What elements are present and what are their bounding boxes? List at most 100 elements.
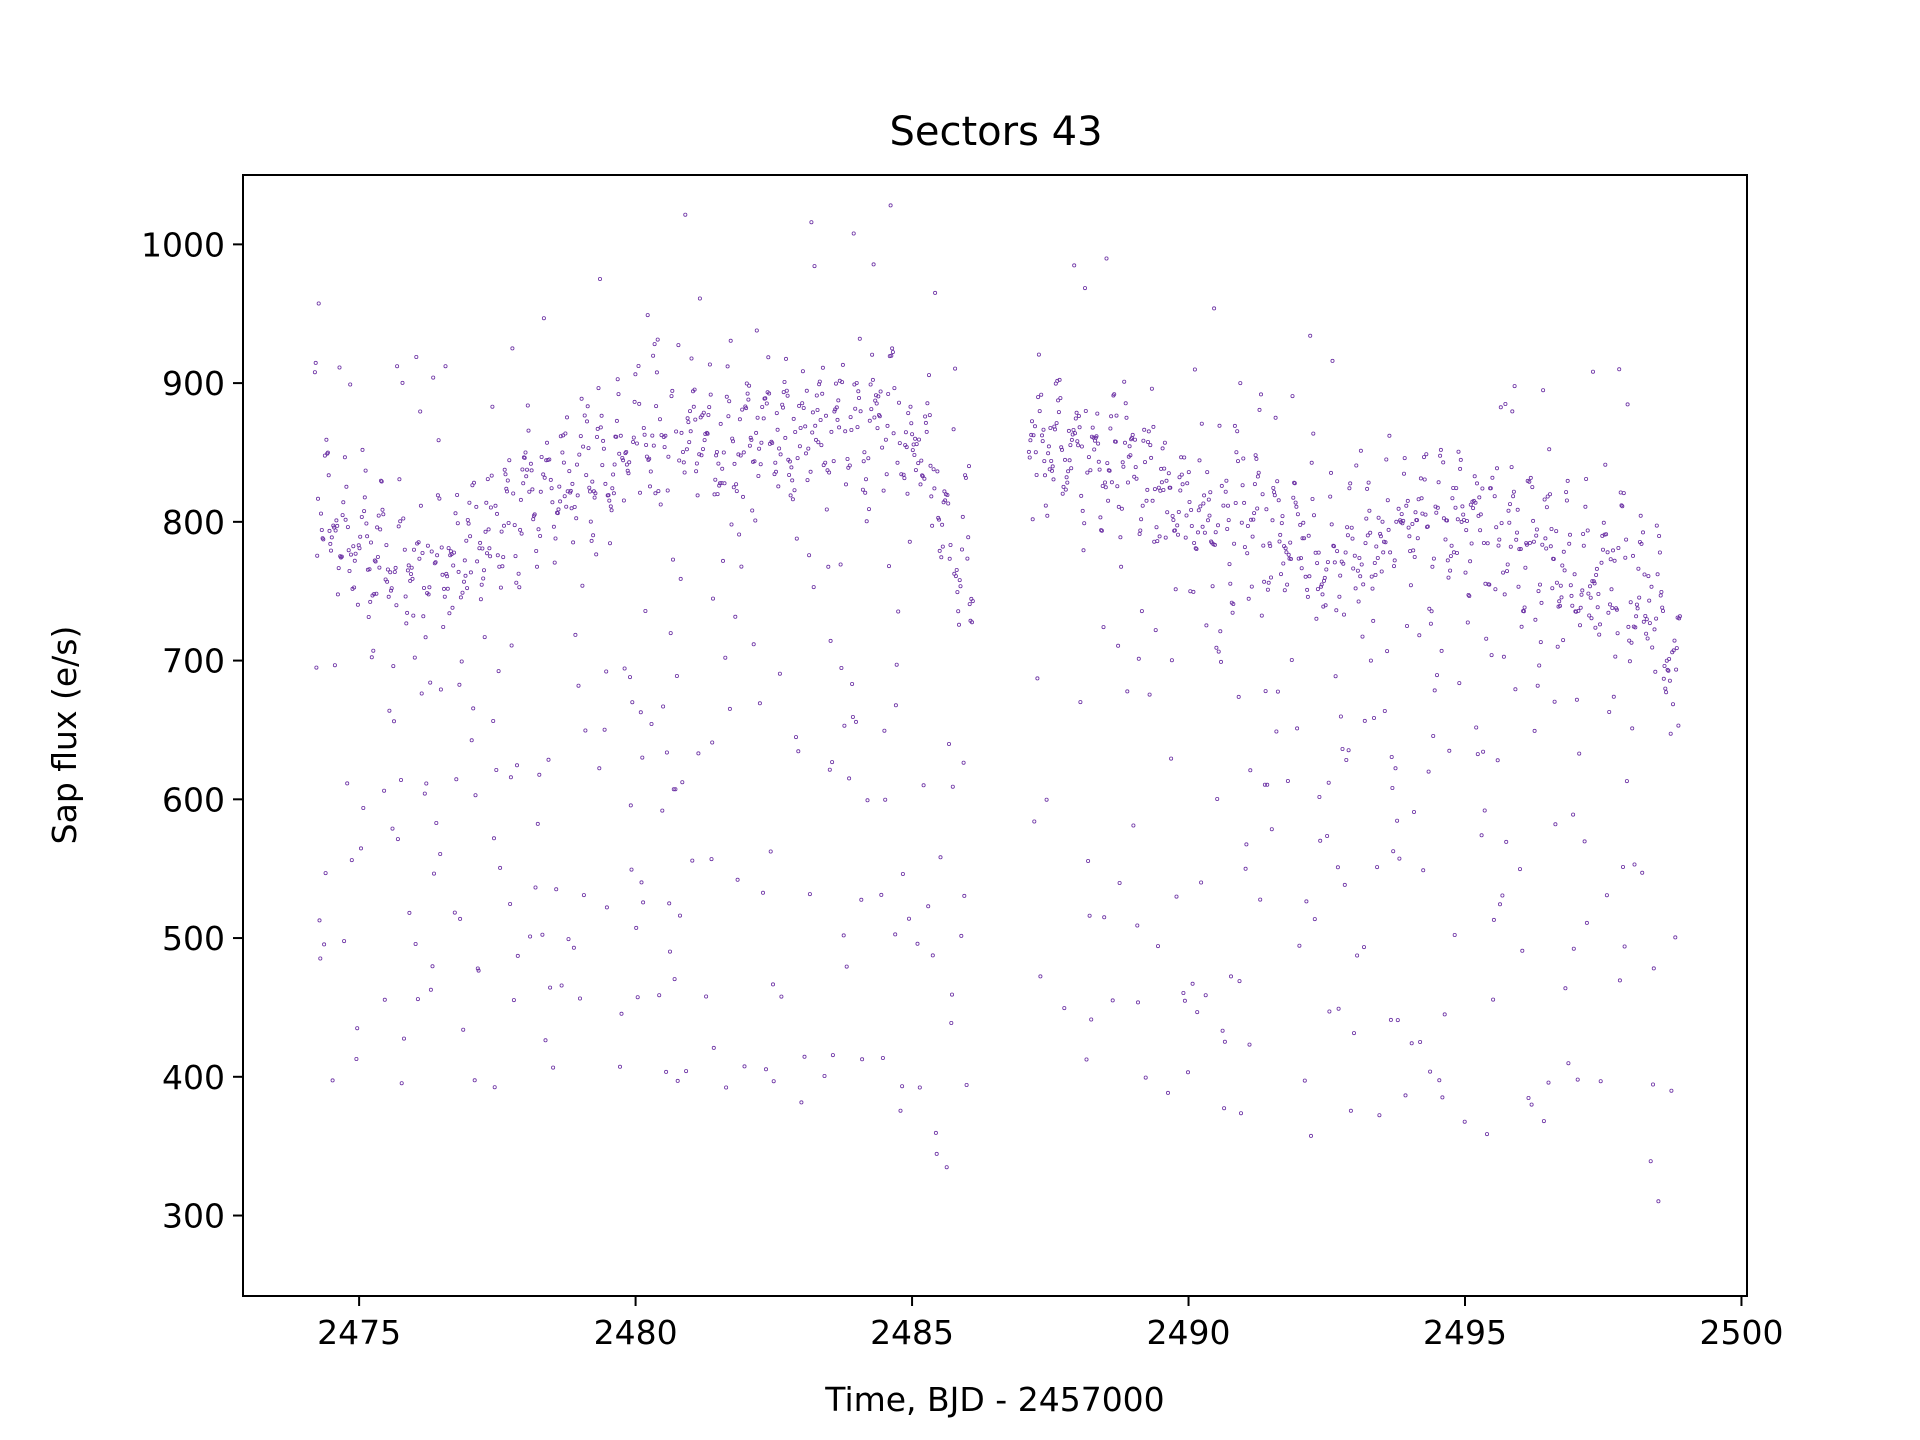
data-point <box>486 527 491 532</box>
data-point <box>1590 579 1595 584</box>
data-point <box>1189 507 1194 512</box>
data-point <box>1198 504 1203 509</box>
data-point <box>1138 528 1143 533</box>
data-point <box>1134 476 1139 481</box>
data-point <box>574 516 579 521</box>
data-point <box>1495 758 1500 763</box>
data-point <box>510 346 515 351</box>
data-point <box>1403 1093 1408 1098</box>
data-point <box>1127 444 1132 449</box>
data-point <box>389 586 394 591</box>
data-point <box>1234 450 1239 455</box>
data-point <box>1455 551 1460 556</box>
data-point <box>1511 489 1516 494</box>
data-point <box>674 429 679 434</box>
data-point <box>584 473 589 478</box>
data-point <box>1045 513 1050 518</box>
data-point <box>601 438 606 443</box>
data-point <box>1331 543 1336 548</box>
data-point <box>1345 533 1350 538</box>
data-point <box>328 548 333 553</box>
data-point <box>1329 470 1334 475</box>
data-point <box>1373 573 1378 578</box>
data-point <box>616 392 621 397</box>
data-point <box>501 555 506 560</box>
data-point <box>607 498 612 503</box>
data-point <box>481 568 486 573</box>
data-point <box>1249 584 1254 589</box>
data-point <box>1469 541 1474 546</box>
data-point <box>1139 517 1144 522</box>
data-point <box>865 798 870 803</box>
data-point <box>1404 503 1409 508</box>
data-point <box>1245 551 1250 556</box>
data-point <box>1036 395 1041 400</box>
data-point <box>508 775 513 780</box>
data-point <box>1595 605 1600 610</box>
data-point <box>828 638 833 643</box>
data-point <box>568 488 573 493</box>
data-point <box>1584 476 1589 481</box>
data-point <box>460 590 465 595</box>
data-point <box>896 609 901 614</box>
data-point <box>525 467 530 472</box>
data-point <box>1344 758 1349 763</box>
data-point <box>1266 580 1271 585</box>
data-point <box>1069 466 1074 471</box>
data-point <box>588 489 593 494</box>
data-point <box>959 933 964 938</box>
data-point <box>1609 587 1614 592</box>
y-tick-label: 300 <box>162 1197 225 1236</box>
data-point <box>1335 549 1340 554</box>
data-point <box>893 703 898 708</box>
data-point <box>926 904 931 909</box>
data-point <box>469 738 474 743</box>
data-point <box>749 437 754 442</box>
data-point <box>1473 500 1478 505</box>
data-point <box>1268 544 1273 549</box>
data-point <box>1523 565 1528 570</box>
data-point <box>471 706 476 711</box>
data-point <box>924 429 929 434</box>
data-point <box>1037 409 1042 414</box>
data-point <box>1206 497 1211 502</box>
data-point <box>1531 518 1536 523</box>
data-point <box>1166 471 1171 476</box>
data-point <box>360 447 365 452</box>
data-point <box>954 568 959 573</box>
data-point <box>548 985 553 990</box>
data-point <box>961 760 966 765</box>
data-point <box>1200 524 1205 529</box>
data-point <box>741 494 746 499</box>
data-point <box>1231 602 1236 607</box>
data-point <box>315 496 320 501</box>
data-point <box>1149 455 1154 460</box>
data-point <box>1621 865 1626 870</box>
data-point <box>641 425 646 430</box>
data-point <box>1368 530 1373 535</box>
data-point <box>494 768 499 773</box>
data-point <box>395 837 400 842</box>
data-point <box>886 391 891 396</box>
data-point <box>1112 392 1117 397</box>
data-point <box>746 397 751 402</box>
data-point <box>791 416 796 421</box>
data-point <box>402 547 407 552</box>
data-point <box>1260 492 1265 497</box>
data-point <box>1641 530 1646 535</box>
data-point <box>819 443 824 448</box>
data-point <box>781 390 786 395</box>
data-point <box>1226 518 1231 523</box>
data-point <box>346 548 351 553</box>
data-point <box>1224 478 1229 483</box>
data-point <box>1133 437 1138 442</box>
data-point <box>1296 556 1301 561</box>
data-point <box>552 560 557 565</box>
data-point <box>1611 548 1616 553</box>
data-point <box>1053 427 1058 432</box>
data-point <box>1501 570 1506 575</box>
data-point <box>1498 902 1503 907</box>
data-point <box>783 435 788 440</box>
data-point <box>496 669 501 674</box>
